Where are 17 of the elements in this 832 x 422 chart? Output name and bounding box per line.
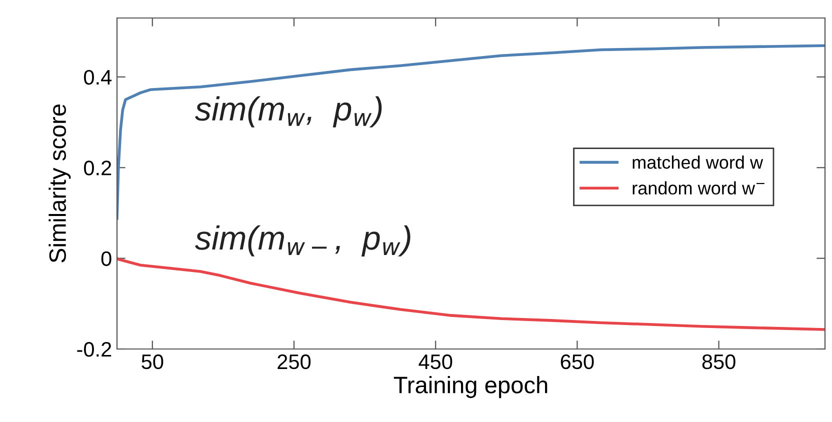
legend-label: matched word w bbox=[632, 156, 764, 169]
legend-label: random word w$^{−}$ bbox=[632, 181, 764, 195]
x-axis-title: Training epoch bbox=[394, 376, 548, 398]
y-tick-label: 0 bbox=[101, 251, 112, 266]
y-tick-label: 0.2 bbox=[84, 160, 112, 176]
x-tick-label: 850 bbox=[702, 354, 736, 370]
y-tick-label: 0.4 bbox=[84, 70, 112, 85]
line-series bbox=[117, 44, 825, 220]
line-series bbox=[117, 256, 825, 331]
y-tick-label: -0.2 bbox=[77, 342, 112, 357]
annotation: sim(m$_{w}$, p$_{w}$) bbox=[194, 96, 382, 128]
x-tick-label: 450 bbox=[418, 354, 452, 370]
x-tick-label: 650 bbox=[560, 354, 594, 370]
x-tick-label: 50 bbox=[142, 354, 164, 370]
annotation: sim(m$_{w−}$, p$_{w}$) bbox=[194, 225, 410, 256]
y-axis-title: Similarity score bbox=[48, 104, 71, 262]
x-tick-label: 250 bbox=[278, 354, 311, 370]
